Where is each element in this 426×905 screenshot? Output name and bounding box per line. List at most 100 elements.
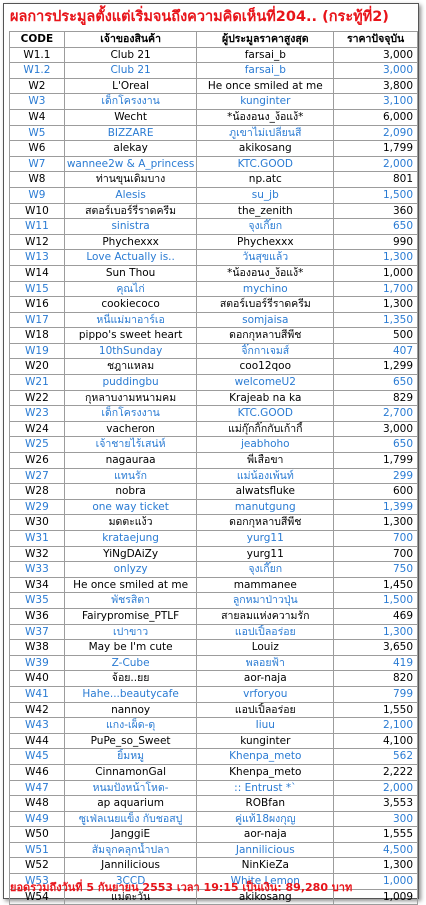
table-row: W13 Love Actually is.. วันสุขแล้ว 1,300 xyxy=(9,249,418,266)
table-row: W51 สัมจุกคลุกน้ำปลา Jannilicious 4,500 xyxy=(9,841,418,859)
table-row: W8 ท่านขุนเดิมบาง np.atc 801 xyxy=(9,171,418,188)
cell-price: 2,090 xyxy=(333,124,418,142)
cell-code: W30 xyxy=(9,514,65,531)
table-row: W21 puddingbu welcomeU2 650 xyxy=(9,374,418,391)
cell-code: W47 xyxy=(9,779,65,797)
cell-price: 1,700 xyxy=(333,280,418,298)
cell-price: 300 xyxy=(333,810,418,828)
cell-bidder: vrforyou xyxy=(196,685,335,703)
cell-price: 4,500 xyxy=(333,841,418,859)
table-row: W38 May be I'm cute Louiz 3,650 xyxy=(9,639,418,656)
cell-price: 299 xyxy=(333,467,418,485)
table-row: W17 หนี่แม่มาอาร์เอ somjaisa 1,350 xyxy=(9,311,418,329)
cell-owner: หนี่แม่มาอาร์เอ xyxy=(63,311,198,329)
table-row: W20 ชฎาแหลม coo12qoo 1,299 xyxy=(9,358,418,376)
cell-owner: เปาขาว xyxy=(63,623,198,641)
cell-code: W22 xyxy=(9,389,65,407)
cell-code: W21 xyxy=(9,374,65,391)
cell-price: 2,000 xyxy=(333,155,418,173)
cell-owner: สัมจุกคลุกน้ำปลา xyxy=(63,841,198,859)
total-summary: ยอดรวมถึงวันที่ 5 กันยายน 2553 เวลา 19:1… xyxy=(10,881,353,894)
cell-owner: กุหลาบงามหนามคม xyxy=(63,389,198,407)
cell-price: 419 xyxy=(333,654,418,672)
cell-price: 3,000 xyxy=(333,62,418,79)
cell-price: 1,500 xyxy=(333,592,418,609)
cell-owner: wannee2w & A_princess xyxy=(63,155,198,173)
cell-code: W28 xyxy=(9,483,65,500)
cell-bidder: akikosang xyxy=(196,140,335,157)
cell-bidder: He once smiled at me xyxy=(196,77,335,95)
cell-code: W31 xyxy=(9,530,65,547)
cell-price: 2,222 xyxy=(333,763,418,781)
cell-bidder: kunginter xyxy=(196,93,335,110)
cell-owner: เด็กโครงงาน xyxy=(63,93,198,110)
cell-price: 3,553 xyxy=(333,795,418,812)
cell-owner: nannoy xyxy=(63,701,198,719)
cell-code: W45 xyxy=(9,748,65,765)
cell-bidder: ดอกกุหลาบสีพีช xyxy=(196,514,335,531)
table-row: W15 คุณไก่ mychino 1,700 xyxy=(9,280,418,298)
cell-code: W42 xyxy=(9,701,65,719)
cell-owner: เจ้าชายไร้เสน่ห์ xyxy=(63,436,198,454)
cell-bidder: ภูเขาไม่เปลี่ยนสี xyxy=(196,124,335,142)
cell-owner: vacheron xyxy=(63,420,198,438)
cell-bidder: พี่เสือขา xyxy=(196,452,335,469)
table-row: W18 pippo's sweet heart ดอกกุหลาบสีพีช 500 xyxy=(9,327,418,344)
cell-owner: Club 21 xyxy=(63,62,198,79)
cell-price: 6,000 xyxy=(333,108,418,126)
cell-price: 1,350 xyxy=(333,311,418,329)
cell-bidder: จุงเกี๊ยก xyxy=(196,561,335,578)
cell-price: 1,450 xyxy=(333,576,418,594)
cell-owner: มดตะแง้ว xyxy=(63,514,198,531)
cell-bidder: yurg11 xyxy=(196,545,335,563)
table-row: W1.2 Club 21 farsai_b 3,000 xyxy=(9,62,418,79)
table-row: W14 Sun Thou *น้องอนง_ง้อแง้* 1,000 xyxy=(9,264,418,282)
table-row: W4 Wecht *น้องอนง_ง้อแง้* 6,000 xyxy=(9,108,418,126)
cell-bidder: su_jb xyxy=(196,186,335,204)
header-bidder: ผู้ประมูลราคาสูงสุด xyxy=(196,31,335,48)
cell-code: W25 xyxy=(9,436,65,454)
cell-bidder: np.atc xyxy=(196,171,335,188)
table-row: W31 krataejung yurg11 700 xyxy=(9,530,418,547)
cell-price: 1,799 xyxy=(333,452,418,469)
cell-price: 600 xyxy=(333,483,418,500)
cell-code: W37 xyxy=(9,623,65,641)
cell-bidder: mychino xyxy=(196,280,335,298)
table-row: W24 vacheron แม่กุ๊กกิ๊กกับเก้ากี้ 3,000 xyxy=(9,420,418,438)
cell-price: 650 xyxy=(333,218,418,235)
cell-code: W32 xyxy=(9,545,65,563)
cell-owner: 10thSunday xyxy=(63,342,198,360)
cell-bidder: *น้องอนง_ง้อแง้* xyxy=(196,264,335,282)
cell-owner: krataejung xyxy=(63,530,198,547)
cell-code: W44 xyxy=(9,732,65,750)
cell-price: 469 xyxy=(333,607,418,625)
cell-price: 700 xyxy=(333,530,418,547)
cell-code: W6 xyxy=(9,140,65,157)
table-row: W12 Phychexxx Phychexxx 990 xyxy=(9,233,418,251)
cell-bidder: คู่แท้18ผงกุญ xyxy=(196,810,335,828)
cell-bidder: Khenpa_meto xyxy=(196,763,335,781)
cell-owner: pippo's sweet heart xyxy=(63,327,198,344)
auction-table: CODE เจ้าของสินค้า ผู้ประมูลราคาสูงสุด ร… xyxy=(9,31,418,905)
cell-bidder: แอปเปิ้ลอร่อย xyxy=(196,701,335,719)
cell-owner: cookiecoco xyxy=(63,296,198,313)
cell-code: W26 xyxy=(9,452,65,469)
cell-bidder: alwatsfluke xyxy=(196,483,335,500)
cell-code: W2 xyxy=(9,77,65,95)
table-row: W47 หนมปังหน้าโหด-:: Entrust *` 2,000 xyxy=(9,779,418,797)
cell-owner: puddingbu xyxy=(63,374,198,391)
table-row: W43 แกง-เผ็ด-ดุ Iiuu 2,100 xyxy=(9,717,418,734)
table-row: W39 Z-Cube พลอยฟ้า 419 xyxy=(9,654,418,672)
table-row: W33 onlyzy จุงเกี๊ยก 750 xyxy=(9,561,418,578)
cell-bidder: สายลมแห่งความรัก xyxy=(196,607,335,625)
table-row: W30 มดตะแง้ว ดอกกุหลาบสีพีช 1,300 xyxy=(9,514,418,531)
cell-price: 1,799 xyxy=(333,140,418,157)
cell-owner: Wecht xyxy=(63,108,198,126)
header-code: CODE xyxy=(9,31,65,48)
cell-owner: แกง-เผ็ด-ดุ xyxy=(63,717,198,734)
cell-owner: Phychexxx xyxy=(63,233,198,251)
cell-price: 799 xyxy=(333,685,418,703)
cell-price: 3,800 xyxy=(333,77,418,95)
table-row: W29 one way ticket manutgung 1,399 xyxy=(9,498,418,516)
cell-owner: ท่านขุนเดิมบาง xyxy=(63,171,198,188)
